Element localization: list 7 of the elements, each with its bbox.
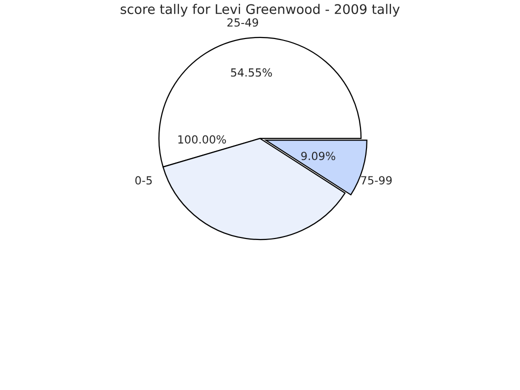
slice-label: 75-99	[361, 176, 392, 185]
data-label: 54.55%	[231, 68, 272, 77]
chart-title: score tally for Levi Greenwood - 2009 tally	[120, 4, 400, 17]
slice-label: 25-49	[227, 18, 258, 27]
text: 100.00%	[178, 135, 226, 144]
category-label: 0-5	[135, 176, 152, 185]
data-label: 9.09%	[301, 152, 336, 160]
